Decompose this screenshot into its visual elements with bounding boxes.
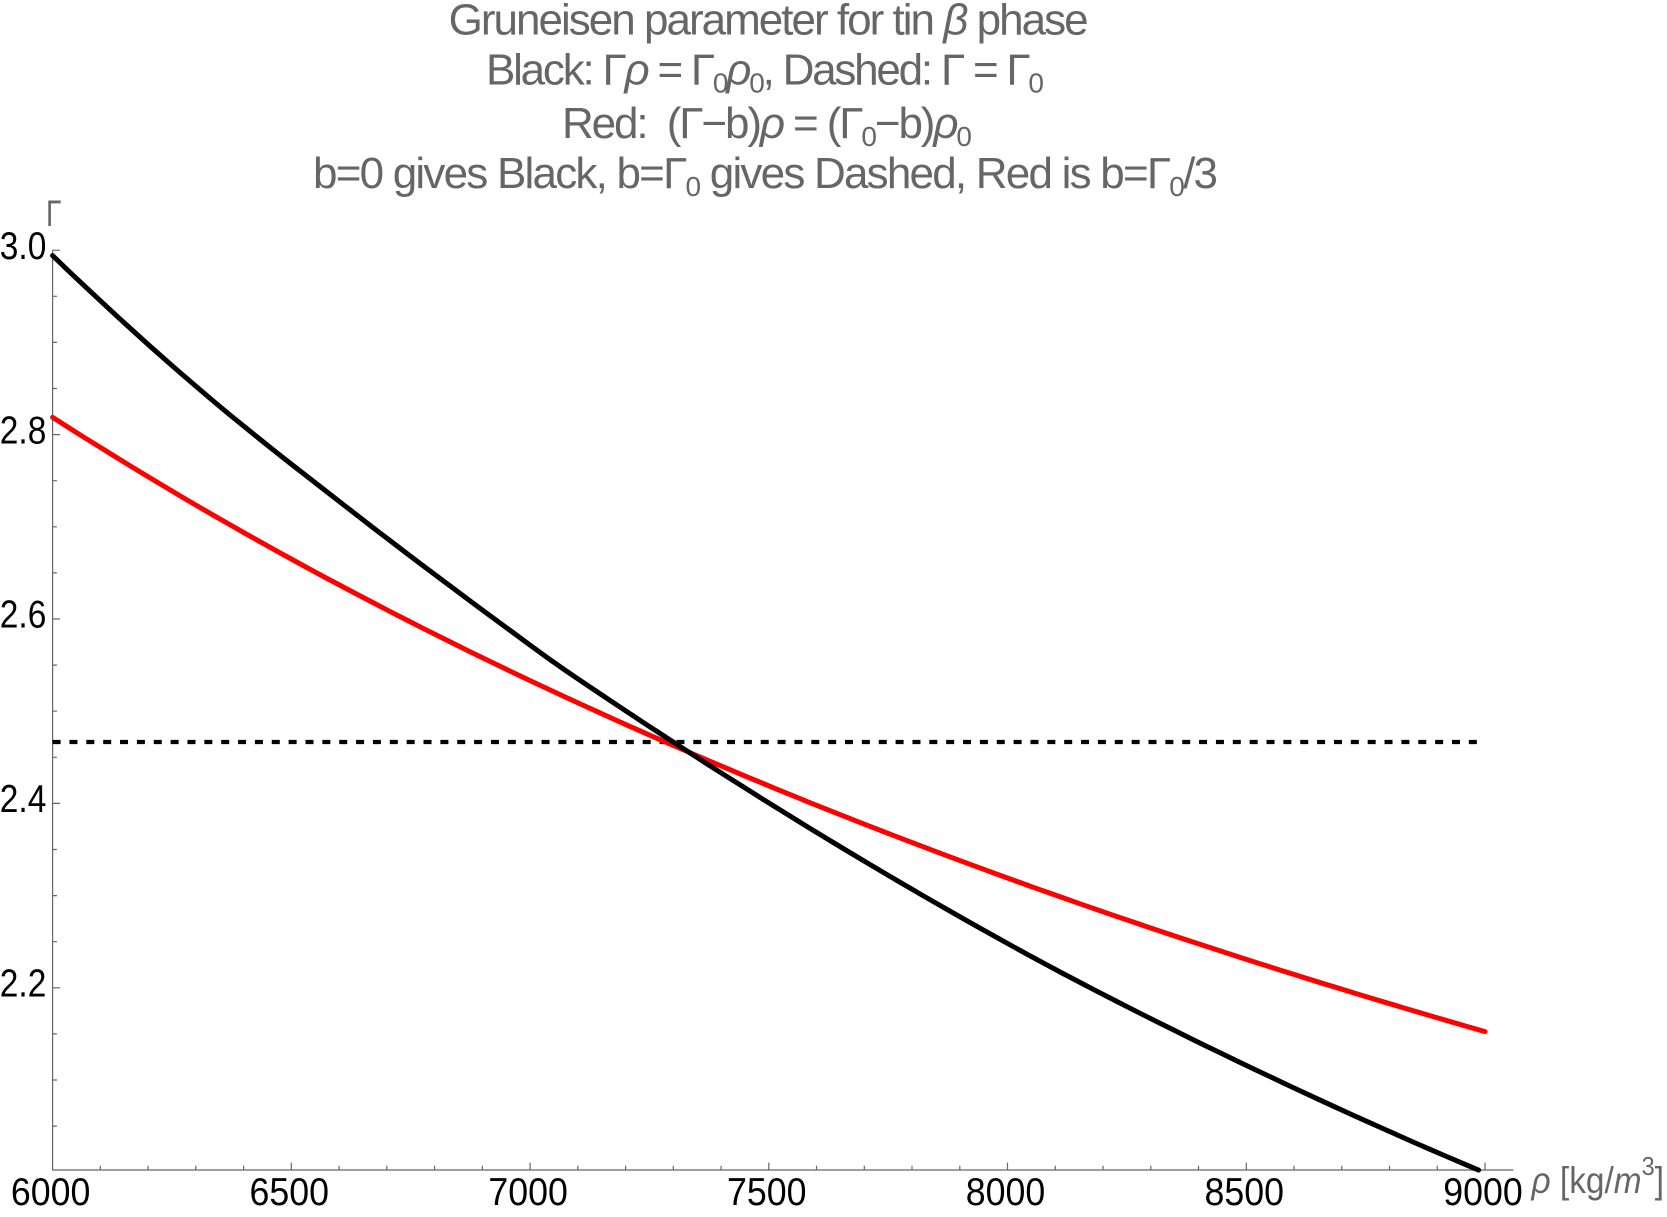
svg-text:ρ [kg/m3]: ρ [kg/m3] <box>1531 1151 1664 1201</box>
svg-text:2.2: 2.2 <box>0 963 46 1006</box>
svg-text:8500: 8500 <box>1205 1171 1285 1214</box>
svg-text:7000: 7000 <box>488 1171 568 1214</box>
svg-text:Black: Γρ = Γ0ρ0, Dashed: Γ =: Black: Γρ = Γ0ρ0, Dashed: Γ = Γ0 <box>486 45 1044 98</box>
svg-text:Γ: Γ <box>46 193 62 234</box>
svg-text:9000: 9000 <box>1443 1171 1523 1214</box>
svg-text:3.0: 3.0 <box>0 225 46 268</box>
svg-text:2.6: 2.6 <box>0 594 46 637</box>
svg-text:7500: 7500 <box>727 1171 807 1214</box>
svg-text:Gruneisen parameter for tin β: Gruneisen parameter for tin β phase <box>449 0 1089 44</box>
svg-text:6000: 6000 <box>11 1171 91 1214</box>
svg-text:2.8: 2.8 <box>0 409 46 452</box>
svg-text:b=0 gives Black, b=Γ0 gives Da: b=0 gives Black, b=Γ0 gives Dashed, Red … <box>313 149 1218 202</box>
svg-text:8000: 8000 <box>966 1171 1046 1214</box>
svg-text:Red: (Γ−b)ρ = (Γ0−b)ρ0: Red: (Γ−b)ρ = (Γ0−b)ρ0 <box>562 99 972 152</box>
svg-text:2.4: 2.4 <box>0 778 46 821</box>
svg-text:6500: 6500 <box>250 1171 330 1214</box>
